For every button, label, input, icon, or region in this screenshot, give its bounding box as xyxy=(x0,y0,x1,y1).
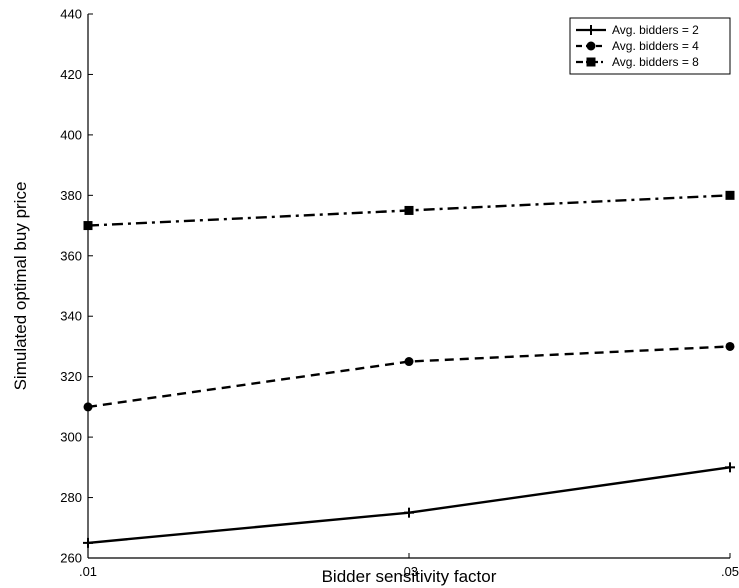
y-tick-label: 380 xyxy=(60,188,82,203)
y-tick-label: 360 xyxy=(60,248,82,263)
x-tick-label: .01 xyxy=(79,564,97,579)
series-line-2 xyxy=(87,345,731,409)
legend-marker xyxy=(586,25,596,35)
y-tick-label: 420 xyxy=(60,67,82,82)
y-tick-label: 320 xyxy=(60,369,82,384)
x-tick-label: .05 xyxy=(721,564,739,579)
data-point-series-3 xyxy=(83,221,93,231)
data-point-series-1 xyxy=(725,462,735,473)
y-tick-label: 280 xyxy=(60,490,82,505)
x-tick-label: .03 xyxy=(400,564,418,579)
y-axis-ticks: 260 280 300 320 340 360 380 400 420 440 xyxy=(60,7,93,566)
legend-marker xyxy=(586,41,596,51)
legend-label: Avg. bidders = 2 xyxy=(612,23,699,37)
data-point-series-3 xyxy=(404,205,414,215)
legend-label: Avg. bidders = 4 xyxy=(612,39,699,53)
x-axis-ticks: .01 .03 .05 xyxy=(79,553,739,579)
series-line-1 xyxy=(87,466,731,545)
data-point-series-1 xyxy=(83,537,93,548)
data-point-series-2 xyxy=(725,341,735,351)
series-group xyxy=(83,190,735,548)
y-tick-label: 260 xyxy=(60,551,82,566)
data-point-series-2 xyxy=(83,402,93,412)
axes xyxy=(87,14,730,559)
y-tick-label: 400 xyxy=(60,127,82,142)
y-tick-label: 440 xyxy=(60,7,82,22)
data-point-series-2 xyxy=(404,357,414,367)
legend-label: Avg. bidders = 8 xyxy=(612,55,699,69)
y-tick-label: 300 xyxy=(60,430,82,445)
y-axis-title: Simulated optimal buy price xyxy=(11,182,30,391)
data-point-series-3 xyxy=(725,190,735,200)
legend: Avg. bidders = 2 Avg. bidders = 4 Avg. bid… xyxy=(569,17,731,75)
x-axis-title: Bidder sensitivity factor xyxy=(322,567,497,586)
data-point-series-1 xyxy=(404,507,414,518)
legend-marker xyxy=(586,57,596,67)
y-tick-label: 340 xyxy=(60,309,82,324)
